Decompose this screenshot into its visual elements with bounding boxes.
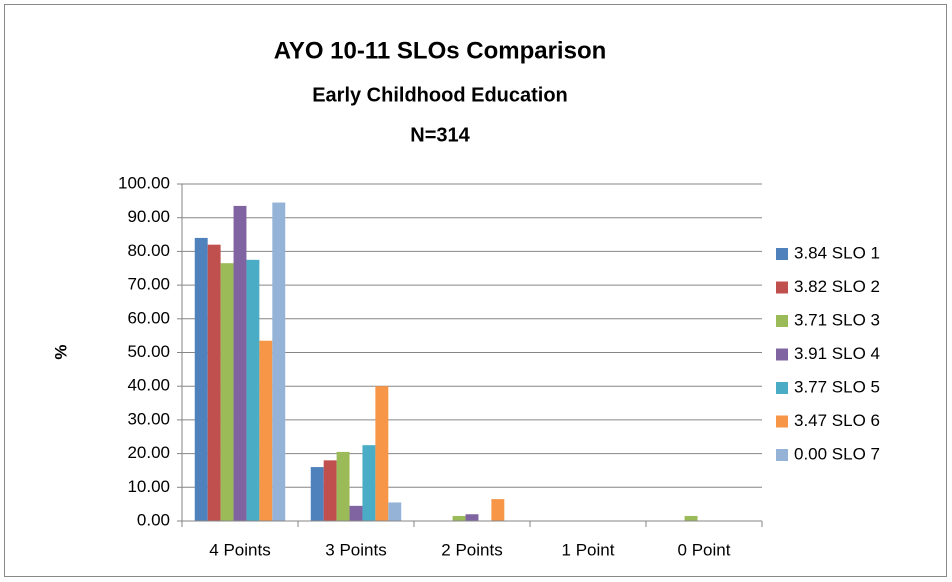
bar <box>272 202 286 521</box>
bar <box>207 244 221 521</box>
y-tick-label: 50.00 <box>127 342 170 361</box>
bar <box>220 263 234 521</box>
legend-swatch <box>776 281 788 294</box>
chart-subtitle: N=314 <box>410 124 470 146</box>
legend-label: 3.47 SLO 6 <box>794 411 880 430</box>
x-tick-label: 4 Points <box>209 540 270 559</box>
x-tick-label: 2 Points <box>441 540 502 559</box>
bar <box>375 386 389 521</box>
bar <box>323 460 337 521</box>
y-tick-label: 0.00 <box>137 510 170 529</box>
chart-subtitle: Early Childhood Education <box>312 84 568 106</box>
bar <box>194 237 208 522</box>
bar <box>388 502 402 521</box>
x-tick-label: 1 Point <box>562 540 615 559</box>
legend-swatch <box>776 382 788 394</box>
bar <box>362 445 376 521</box>
x-tick-label: 0 Point <box>678 540 731 559</box>
bar <box>259 340 273 521</box>
bar <box>491 499 505 521</box>
legend-swatch <box>776 348 788 361</box>
legend-label: 3.84 SLO 1 <box>794 243 880 262</box>
y-axis-label: % <box>51 344 70 359</box>
legend-label: 3.82 SLO 2 <box>794 277 880 296</box>
bar <box>684 515 698 521</box>
legend-swatch <box>776 248 788 260</box>
legend-label: 0.00 SLO 7 <box>794 444 880 463</box>
y-tick-label: 80.00 <box>127 241 170 260</box>
bar <box>452 515 466 521</box>
y-tick-label: 30.00 <box>127 409 170 428</box>
bar <box>310 467 324 521</box>
y-tick-label: 40.00 <box>127 376 170 395</box>
y-tick-label: 100.00 <box>118 173 170 192</box>
legend-swatch <box>776 449 788 461</box>
chart-title: AYO 10-11 SLOs Comparison <box>274 37 607 64</box>
bar <box>246 259 260 521</box>
bar <box>349 505 363 521</box>
bar <box>465 514 479 521</box>
bar <box>336 451 350 521</box>
legend-label: 3.77 SLO 5 <box>794 377 880 396</box>
legend-swatch <box>776 315 788 327</box>
bar <box>233 205 247 521</box>
legend-swatch <box>776 415 788 428</box>
y-tick-label: 60.00 <box>127 308 170 327</box>
y-tick-label: 70.00 <box>127 275 170 294</box>
legend-label: 3.91 SLO 4 <box>794 344 880 363</box>
x-tick-label: 3 Points <box>325 540 386 559</box>
legend-label: 3.71 SLO 3 <box>794 310 880 329</box>
y-tick-label: 10.00 <box>127 477 170 496</box>
y-tick-label: 20.00 <box>127 443 170 462</box>
chart-border <box>4 4 947 577</box>
y-tick-label: 90.00 <box>127 207 170 226</box>
